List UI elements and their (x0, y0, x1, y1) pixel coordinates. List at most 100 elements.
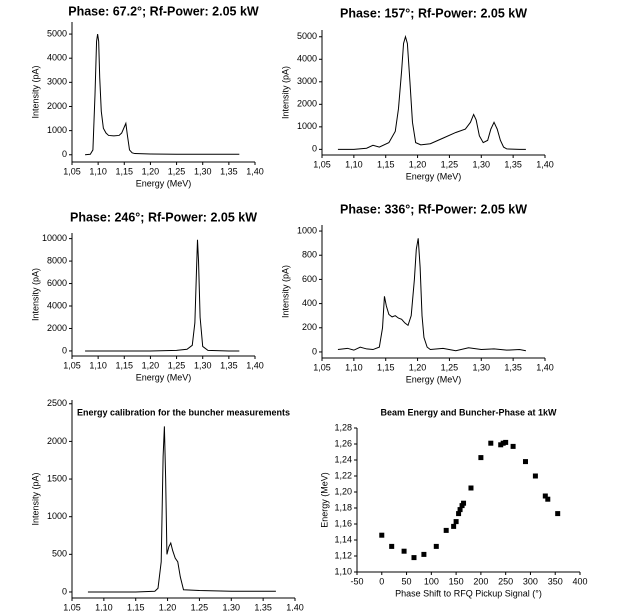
y-tick-label: 2000 (297, 99, 317, 109)
x-tick-label: 150 (449, 576, 464, 586)
data-point (461, 500, 467, 506)
y-tick-label: 0 (62, 345, 67, 355)
y-tick-label: 400 (302, 298, 317, 308)
x-tick-label: 1,10 (89, 360, 107, 370)
data-line (87, 426, 276, 593)
chart-title: Beam Energy and Buncher-Phase at 1kW (380, 407, 557, 417)
y-tick-label: 1,16 (334, 518, 352, 528)
data-point (478, 455, 484, 461)
data-point (389, 543, 395, 549)
y-tick-label: 4000 (47, 53, 67, 63)
y-tick-label: 4000 (297, 54, 317, 64)
data-point (545, 496, 551, 502)
data-point (532, 473, 538, 479)
x-tick-label: 350 (548, 576, 563, 586)
data-line (85, 239, 240, 352)
data-point (503, 439, 509, 445)
y-tick-label: 1,10 (334, 566, 352, 576)
x-tick-label: 1,25 (168, 360, 186, 370)
y-axis-label: Intensity (pA) (30, 65, 40, 118)
x-tick-label: 1,30 (473, 159, 491, 169)
y-tick-label: 1,18 (334, 502, 352, 512)
data-point (510, 443, 516, 449)
x-tick-label: 1,35 (220, 166, 238, 176)
x-tick-label: 1,35 (254, 602, 272, 611)
x-tick-label: 1,15 (127, 602, 145, 611)
data-point (379, 532, 385, 538)
data-point (456, 511, 462, 517)
x-tick-label: 1,30 (194, 360, 212, 370)
x-axis-label: Energy (MeV) (136, 372, 192, 382)
x-tick-label: -50 (350, 576, 363, 586)
y-tick-label: 1000 (47, 125, 67, 135)
x-tick-label: 1,10 (95, 602, 113, 611)
y-axis-label: Intensity (pA) (280, 265, 290, 318)
y-tick-label: 0 (62, 149, 67, 159)
y-tick-label: 600 (302, 274, 317, 284)
data-point (555, 511, 561, 517)
x-tick-label: 1,15 (116, 166, 134, 176)
x-axis-label: Phase Shift to RFQ Pickup Signal (°) (395, 588, 542, 598)
data-point (522, 459, 528, 465)
y-axis-label: Intensity (pA) (30, 472, 40, 525)
x-tick-label: 1,05 (63, 360, 81, 370)
x-tick-label: 1,10 (345, 362, 363, 372)
x-tick-label: 1,05 (313, 362, 331, 372)
x-tick-label: 200 (473, 576, 488, 586)
x-tick-label: 1,20 (409, 362, 427, 372)
x-tick-label: 1,25 (191, 602, 209, 611)
y-tick-label: 200 (302, 322, 317, 332)
y-tick-label: 1000 (297, 225, 317, 235)
y-tick-label: 8000 (47, 255, 67, 265)
x-tick-label: 1,20 (409, 159, 427, 169)
x-tick-label: 1,05 (63, 166, 81, 176)
x-tick-label: 1,15 (116, 360, 134, 370)
y-tick-label: 0 (62, 586, 67, 596)
x-tick-label: 1,25 (168, 166, 186, 176)
x-tick-label: 0 (379, 576, 384, 586)
data-point (411, 555, 417, 561)
x-tick-label: 1,40 (536, 362, 554, 372)
x-tick-label: 1,10 (89, 166, 107, 176)
y-tick-label: 1,28 (334, 422, 352, 432)
data-point (421, 551, 427, 557)
x-tick-label: 1,40 (246, 360, 264, 370)
data-point (488, 440, 494, 446)
chart-title: Phase: 67.2°; Rf-Power: 2.05 kW (68, 4, 259, 18)
y-tick-label: 1500 (47, 473, 67, 483)
x-tick-label: 1,35 (504, 362, 522, 372)
x-axis-label: Energy (MeV) (406, 374, 462, 384)
x-tick-label: 1,30 (194, 166, 212, 176)
y-axis-label: Intensity (pA) (280, 66, 290, 119)
y-tick-label: 5000 (297, 31, 317, 41)
y-tick-label: 0 (312, 346, 317, 356)
y-tick-label: 1,22 (334, 470, 352, 480)
y-tick-label: 1,12 (334, 550, 352, 560)
x-tick-label: 1,10 (345, 159, 363, 169)
y-tick-label: 1,24 (334, 454, 352, 464)
data-point (433, 543, 439, 549)
y-tick-label: 500 (52, 549, 67, 559)
data-line (337, 238, 526, 352)
data-point (468, 485, 474, 491)
x-tick-label: 1,20 (142, 166, 160, 176)
y-axis-label: Energy (MeV) (319, 472, 329, 528)
y-tick-label: 2000 (47, 101, 67, 111)
y-tick-label: 4000 (47, 300, 67, 310)
x-tick-label: 1,15 (377, 362, 395, 372)
y-tick-label: 1000 (47, 511, 67, 521)
y-tick-label: 0 (312, 144, 317, 154)
x-tick-label: 1,40 (246, 166, 264, 176)
x-tick-label: 1,15 (377, 159, 395, 169)
chart-title: Phase: 336°; Rf-Power: 2.05 kW (340, 202, 527, 216)
chart-title: Phase: 157°; Rf-Power: 2.05 kW (340, 6, 527, 20)
y-tick-label: 6000 (47, 278, 67, 288)
data-line (337, 34, 526, 150)
x-tick-label: 1,30 (223, 602, 241, 611)
data-point (542, 493, 548, 499)
x-tick-label: 1,25 (441, 362, 459, 372)
y-tick-label: 1,26 (334, 438, 352, 448)
y-axis-label: Intensity (pA) (30, 268, 40, 321)
x-tick-label: 400 (572, 576, 587, 586)
